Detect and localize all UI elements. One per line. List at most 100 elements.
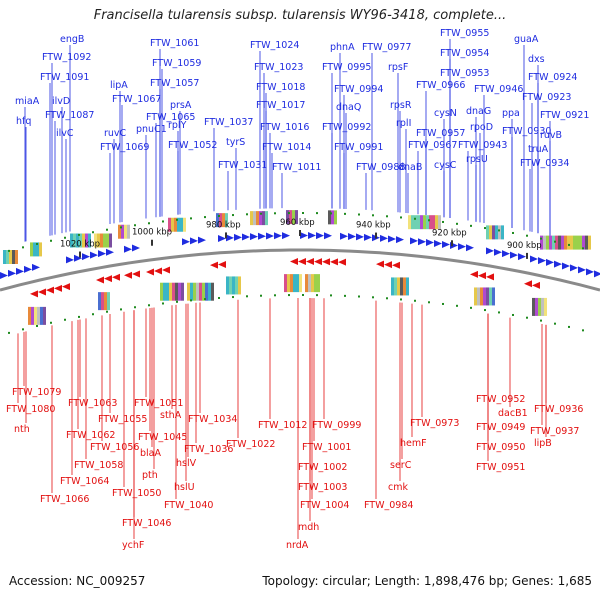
feature-block [292,210,295,225]
forward-gene-label: FTW_1091 [40,72,89,83]
reverse-gene-arrow [486,273,494,281]
reverse-gene-label: FTW_1001 [302,442,351,453]
feature-block [289,210,292,225]
tick-dot [526,316,528,319]
tick-dot [456,304,458,307]
forward-gene-label: FTW_1052 [168,140,217,151]
tick-dot [386,297,388,300]
forward-gene-label: FTW_0921 [540,110,589,121]
reverse-gene-label: FTW_0952 [476,394,525,405]
tick-dot [484,309,486,312]
feature-block [296,274,299,293]
feature-block [555,235,558,250]
reverse-gene-arrow [46,286,54,294]
feature-block [293,274,296,293]
feature-block [492,287,495,306]
forward-gene-arrow [586,268,594,276]
tick-dot [288,212,290,215]
forward-gene-label: FTW_1059 [152,58,201,69]
reverse-gene-label: FTW_1046 [122,518,171,529]
tick-dot [232,214,234,217]
tick-dot [36,324,38,327]
reverse-gene-label: FTW_1004 [300,500,349,511]
feature-block [208,282,211,301]
forward-gene-label: FTW_0995 [322,62,371,73]
forward-gene-arrow [554,260,562,268]
feature-block [73,233,76,248]
tick-dot [274,212,276,215]
feature-block [172,282,175,301]
feature-block [222,213,225,228]
tick-dot [414,217,416,220]
feature-block [567,235,570,250]
feature-block [474,287,477,306]
feature-block [3,250,6,264]
feature-block [256,211,259,226]
feature-block [388,277,391,296]
feature-block [495,225,498,240]
feature-block [397,277,400,296]
forward-gene-label: dnaQ [336,102,361,113]
forward-gene-label: FTW_1037 [204,117,253,128]
forward-gene-arrow [82,253,90,261]
tick-dot [8,331,10,334]
forward-gene-label: tyrS [226,137,245,148]
forward-gene-label: FTW_0988 [356,162,405,173]
summary-text: Topology: circular; Length: 1,898,476 bp… [262,574,592,588]
reverse-gene-label: nth [14,424,30,435]
forward-gene-arrow [8,269,16,277]
reverse-gene-label: ychF [122,540,144,551]
forward-gene-arrow [340,232,348,240]
feature-block [34,306,37,325]
feature-block [163,282,166,301]
feature-block [253,211,256,226]
feature-block [540,235,543,250]
reverse-gene-arrow [62,283,70,291]
tick-dot [554,322,556,325]
tick-label: 940 kbp [356,221,391,231]
tick-dot [358,213,360,216]
forward-gene-label: ilvD [52,96,70,107]
feature-block [37,306,40,325]
feature-block [202,282,205,301]
forward-gene-label: FTW_1023 [254,62,303,73]
forward-gene-arrow [502,250,510,258]
feature-block [302,274,305,293]
forward-gene-arrow [562,262,570,270]
feature-block [160,282,163,301]
forward-gene-label: engB [60,34,84,45]
tick-dot [330,294,332,297]
forward-gene-label: cysN [434,108,457,119]
reverse-gene-arrow [376,260,384,268]
forward-gene-arrow [282,232,290,240]
forward-gene-arrow [364,233,372,241]
feature-block [438,215,441,230]
reverse-gene-arrow [532,281,540,289]
forward-gene-label: lipA [110,80,128,91]
reverse-gene-label: pth [142,470,158,481]
feature-block [259,211,262,226]
reverse-gene-arrow [392,261,400,269]
feature-block [489,225,492,240]
tick-dot [190,299,192,302]
forward-gene-arrow [32,263,40,271]
tick-mark [451,240,453,247]
forward-gene-arrow [348,233,356,241]
tick-dot [358,295,360,298]
map-title: Francisella tularensis subsp. tularensis… [93,8,507,23]
feature-block [265,211,268,226]
tick-dot [344,212,346,215]
forward-gene-arrow [274,232,282,240]
forward-gene-label: FTW_0946 [474,84,523,95]
forward-gene-label: truA [528,144,549,155]
reverse-gene-label: FTW_0949 [476,422,525,433]
reverse-gene-label: FTW_1064 [60,476,109,487]
feature-block [226,276,229,295]
reverse-gene-label: sthA [160,410,182,421]
feature-block [561,235,564,250]
feature-block [180,217,183,232]
tick-dot [204,298,206,301]
forward-gene-label: dnaB [398,162,422,173]
tick-dot [162,302,164,305]
feature-block [492,225,495,240]
